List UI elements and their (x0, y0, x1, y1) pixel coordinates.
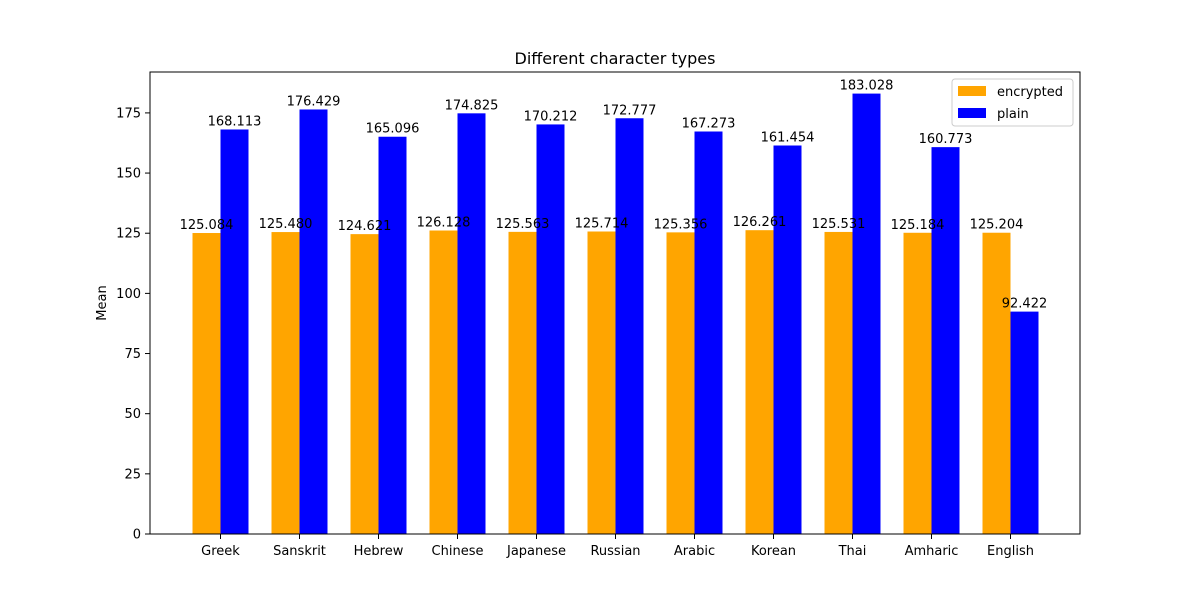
x-tick-label-hebrew: Hebrew (354, 544, 404, 559)
x-tick-label-chinese: Chinese (432, 544, 484, 559)
chart-title: Different character types (515, 49, 716, 68)
y-tick-label: 25 (124, 467, 141, 482)
x-tick-label-amharic: Amharic (905, 544, 959, 559)
x-tick-label-russian: Russian (590, 544, 640, 559)
bar-encrypted-amharic (903, 232, 932, 534)
y-tick-label: 125 (116, 227, 141, 242)
bar-plain-sanskrit (299, 109, 328, 535)
bar-encrypted-russian (587, 231, 616, 535)
data-label-plain-chinese: 174.825 (445, 98, 499, 113)
data-label-encrypted-korean: 126.261 (733, 215, 787, 230)
x-tick-label-sanskrit: Sanskrit (273, 544, 326, 559)
bar-plain-english (1010, 311, 1039, 534)
bar-plain-greek (220, 129, 249, 534)
bar-encrypted-japanese (508, 231, 537, 535)
y-tick-label: 150 (116, 167, 141, 182)
bar-plain-arabic (694, 131, 723, 535)
bar-plain-thai (852, 93, 881, 535)
y-tick-label: 50 (124, 407, 141, 422)
bar-encrypted-arabic (666, 232, 695, 534)
legend-swatch-encrypted (958, 86, 986, 96)
bar-plain-korean (773, 145, 802, 534)
bar-encrypted-hebrew (350, 234, 379, 534)
x-tick-label-english: English (987, 544, 1034, 559)
plot-area: 125.084 125.480 124.621 126.128 125.563 125.7… (116, 71, 1081, 559)
x-tick-label-arabic: Arabic (674, 544, 715, 559)
data-label-plain-korean: 161.454 (761, 131, 815, 146)
y-tick-label: 175 (116, 106, 141, 121)
bar-plain-russian (615, 118, 644, 534)
data-label-encrypted-english: 125.204 (970, 218, 1024, 233)
data-label-encrypted-arabic: 125.356 (654, 217, 708, 232)
y-tick-label: 100 (116, 287, 141, 302)
data-label-plain-thai: 183.028 (840, 79, 894, 94)
y-tick-label: 0 (133, 528, 141, 543)
data-label-plain-english: 92.422 (1002, 297, 1048, 312)
bar-plain-chinese (457, 113, 486, 535)
bar-encrypted-sanskrit (271, 232, 300, 534)
data-label-plain-sanskrit: 176.429 (287, 94, 341, 109)
bar-plain-hebrew (378, 136, 407, 535)
data-label-plain-amharic: 160.773 (919, 132, 973, 147)
y-axis-label: Mean (95, 285, 110, 320)
x-tick-label-korean: Korean (751, 544, 796, 559)
data-label-encrypted-japanese: 125.563 (496, 217, 550, 232)
bar-encrypted-chinese (429, 230, 458, 534)
y-tick-label: 75 (124, 347, 141, 362)
bar-plain-japanese (536, 124, 565, 535)
data-label-encrypted-amharic: 125.184 (891, 218, 945, 233)
bar-plain-amharic (931, 147, 960, 535)
legend-swatch-plain (958, 108, 986, 118)
legend-label-plain: plain (997, 107, 1029, 122)
x-tick-label-japanese: Japanese (506, 544, 566, 559)
data-label-plain-greek: 168.113 (208, 114, 262, 129)
data-label-plain-arabic: 167.273 (682, 116, 736, 131)
data-label-encrypted-chinese: 126.128 (417, 216, 471, 231)
data-label-plain-russian: 172.777 (603, 103, 657, 118)
bar-encrypted-greek (192, 233, 221, 534)
x-tick-label-greek: Greek (201, 544, 240, 559)
data-label-plain-hebrew: 165.096 (366, 122, 420, 137)
bar-encrypted-thai (824, 231, 853, 534)
data-label-encrypted-greek: 125.084 (180, 218, 234, 233)
data-label-encrypted-russian: 125.714 (575, 217, 629, 232)
data-label-encrypted-sanskrit: 125.480 (259, 217, 313, 232)
data-label-encrypted-thai: 125.531 (812, 217, 866, 232)
x-tick-label-thai: Thai (838, 544, 867, 559)
bar-encrypted-english (982, 232, 1011, 534)
data-label-encrypted-hebrew: 124.621 (338, 219, 392, 234)
legend: encrypted plain (951, 78, 1074, 127)
legend-label-encrypted: encrypted (997, 85, 1063, 100)
data-label-plain-japanese: 170.212 (524, 109, 578, 124)
bar-encrypted-korean (745, 230, 774, 535)
